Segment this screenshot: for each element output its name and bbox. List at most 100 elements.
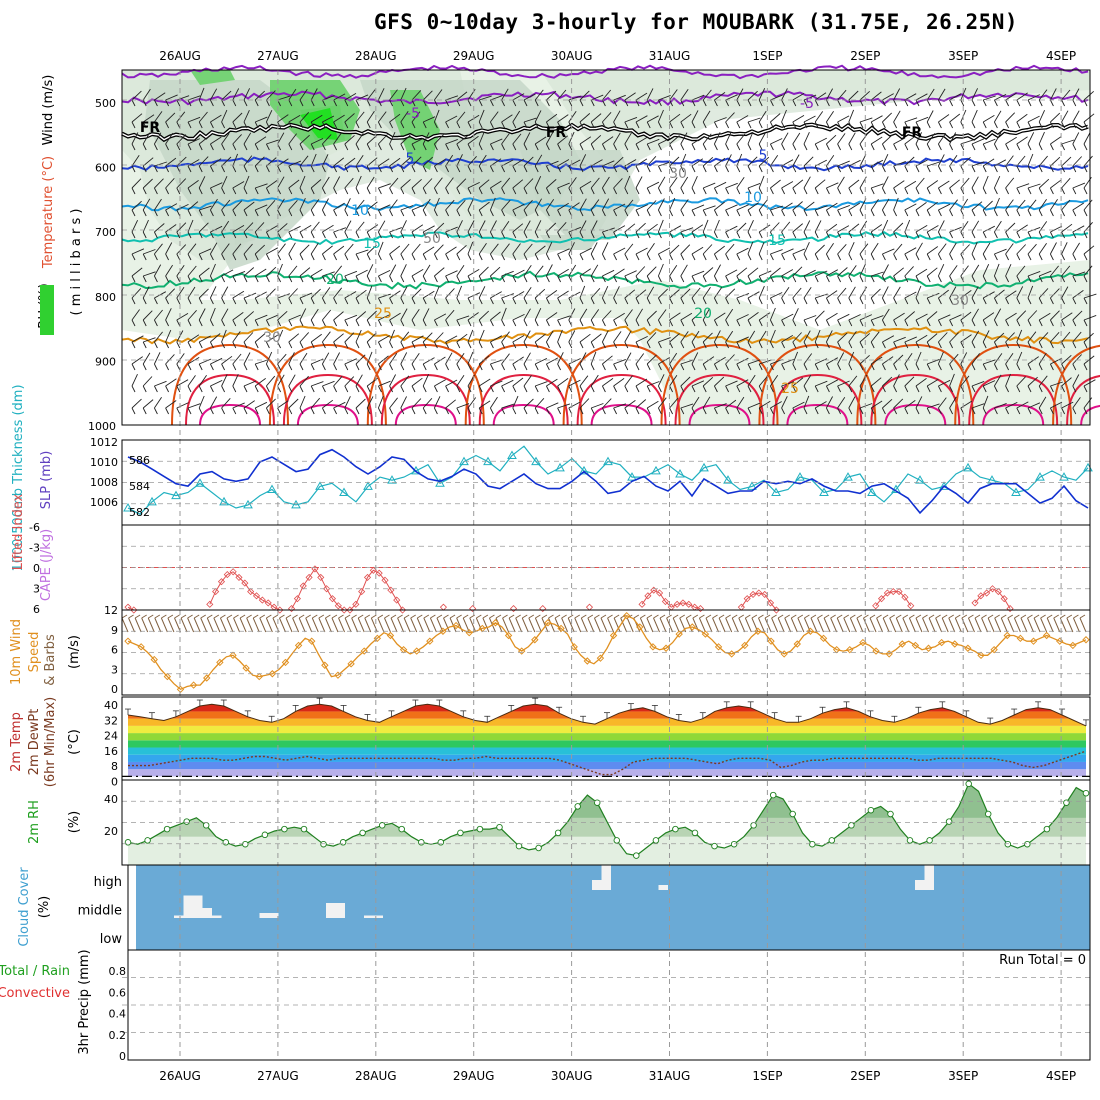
wind-barb xyxy=(434,313,447,321)
wind-barb-flag xyxy=(601,187,606,195)
wind-barb xyxy=(602,136,614,145)
contour-label: 10 xyxy=(744,190,762,206)
wind-barb xyxy=(960,375,970,387)
wind-10m-barb-flag xyxy=(567,614,574,619)
wind-10m-barb xyxy=(790,617,798,633)
wind-10m-barb-flag xyxy=(213,614,220,619)
wind-barb-flag xyxy=(982,275,987,283)
thickness-point xyxy=(579,465,589,475)
wind-barb xyxy=(781,396,788,409)
wind-barb-flag xyxy=(579,363,584,371)
wind-barb xyxy=(467,198,475,211)
wind-barb xyxy=(624,309,633,321)
wind-barb-flag xyxy=(478,363,483,371)
wind-barb-flag xyxy=(915,385,920,393)
wind-barb-flag xyxy=(534,297,539,305)
wind-barb-flag xyxy=(534,209,539,217)
wind-10m-barb-flag xyxy=(515,614,521,619)
wind-barb xyxy=(546,402,559,409)
wind-barb xyxy=(680,376,691,387)
wind-speed-point xyxy=(334,671,342,679)
wind-barb-flag xyxy=(1038,297,1043,305)
wind-barb xyxy=(647,138,660,145)
wind-barb xyxy=(669,113,681,123)
wind-barb-flag xyxy=(299,99,304,107)
wind-barb xyxy=(949,93,962,101)
wind-10m-barb-flag xyxy=(961,614,968,619)
wind-barb-flag xyxy=(1016,143,1021,151)
wind-barb xyxy=(299,292,313,299)
wind-barb xyxy=(1061,223,1073,233)
wind-barb xyxy=(154,132,162,145)
wind-barb-flag xyxy=(613,231,618,239)
wind-barb xyxy=(915,396,923,409)
panel-frame xyxy=(127,949,1091,1061)
wind-barb xyxy=(960,139,974,145)
li-point xyxy=(872,602,880,610)
wind-barb xyxy=(602,111,612,123)
wind-barb-flag xyxy=(153,275,158,283)
wind-barb-flag xyxy=(232,297,237,305)
wind-barb xyxy=(142,114,155,123)
wind-barb-flag xyxy=(624,407,629,415)
wind-speed-point xyxy=(806,627,815,635)
wind-barb xyxy=(165,203,178,211)
wind-barb-flag xyxy=(747,341,752,349)
wind-barb-flag xyxy=(725,209,730,217)
wind-barb-flag xyxy=(691,297,696,305)
wind-barb-flag xyxy=(881,253,886,261)
wind-10m-barb xyxy=(331,617,339,633)
wind-barb xyxy=(142,132,150,145)
wind-barb-flag xyxy=(445,99,450,107)
wind-barb xyxy=(288,88,297,101)
wind-barb-flag xyxy=(915,231,920,239)
wind-barb xyxy=(333,287,343,299)
li-point xyxy=(895,588,903,596)
wind-barb xyxy=(154,111,163,123)
contour-label: 20 xyxy=(326,272,344,288)
wind-barb-flag xyxy=(243,187,248,195)
wind-barb-flag xyxy=(131,363,136,371)
wind-barb xyxy=(803,395,810,409)
wind-barb xyxy=(613,403,627,409)
wind-barb-flag xyxy=(321,143,326,151)
wind-barb-flag xyxy=(243,231,248,239)
wind-barb-flag xyxy=(669,253,674,261)
wind-barb-flag xyxy=(478,209,483,217)
wind-barb-flag xyxy=(669,165,674,173)
wind-barb-flag xyxy=(949,407,954,415)
wind-barb-flag xyxy=(523,319,528,327)
wind-barb xyxy=(624,199,634,211)
wind-barb xyxy=(1005,401,1018,409)
wind-barb-flag xyxy=(881,297,886,305)
wind-barb-flag xyxy=(859,231,864,239)
wind-barb-flag xyxy=(1061,143,1066,151)
wind-barb xyxy=(613,358,626,365)
wind-barb-flag xyxy=(243,209,248,217)
wind-barb-flag xyxy=(176,187,181,195)
wind-barb-flag xyxy=(1016,99,1021,107)
wind-barb xyxy=(971,220,980,233)
wind-barb xyxy=(882,198,890,211)
wind-barb xyxy=(1016,224,1028,233)
rh2m-bands xyxy=(128,783,1086,837)
wind-barb xyxy=(657,219,664,233)
wind-barb xyxy=(982,200,993,211)
thickness-tick: 584 xyxy=(129,480,150,493)
wind-barb-flag xyxy=(680,341,685,349)
wind-barb-flag xyxy=(165,253,170,261)
wind-barb-flag xyxy=(1061,385,1066,393)
wind-barb xyxy=(591,403,604,409)
wind-barb-flag xyxy=(489,341,494,349)
wind-speed-point xyxy=(662,644,670,652)
wind-barb xyxy=(131,113,143,123)
cloud-middle-bar xyxy=(373,915,383,918)
temp-contour-25 xyxy=(121,325,1089,345)
wind-barb-flag xyxy=(635,253,640,261)
wind-barb-flag xyxy=(702,99,707,107)
wind-barb xyxy=(557,114,569,123)
wind-barb xyxy=(803,115,816,123)
wind-10m-barb xyxy=(593,617,601,633)
wind-barb-flag xyxy=(187,165,192,173)
wind-10m-barb-flag xyxy=(272,614,279,619)
